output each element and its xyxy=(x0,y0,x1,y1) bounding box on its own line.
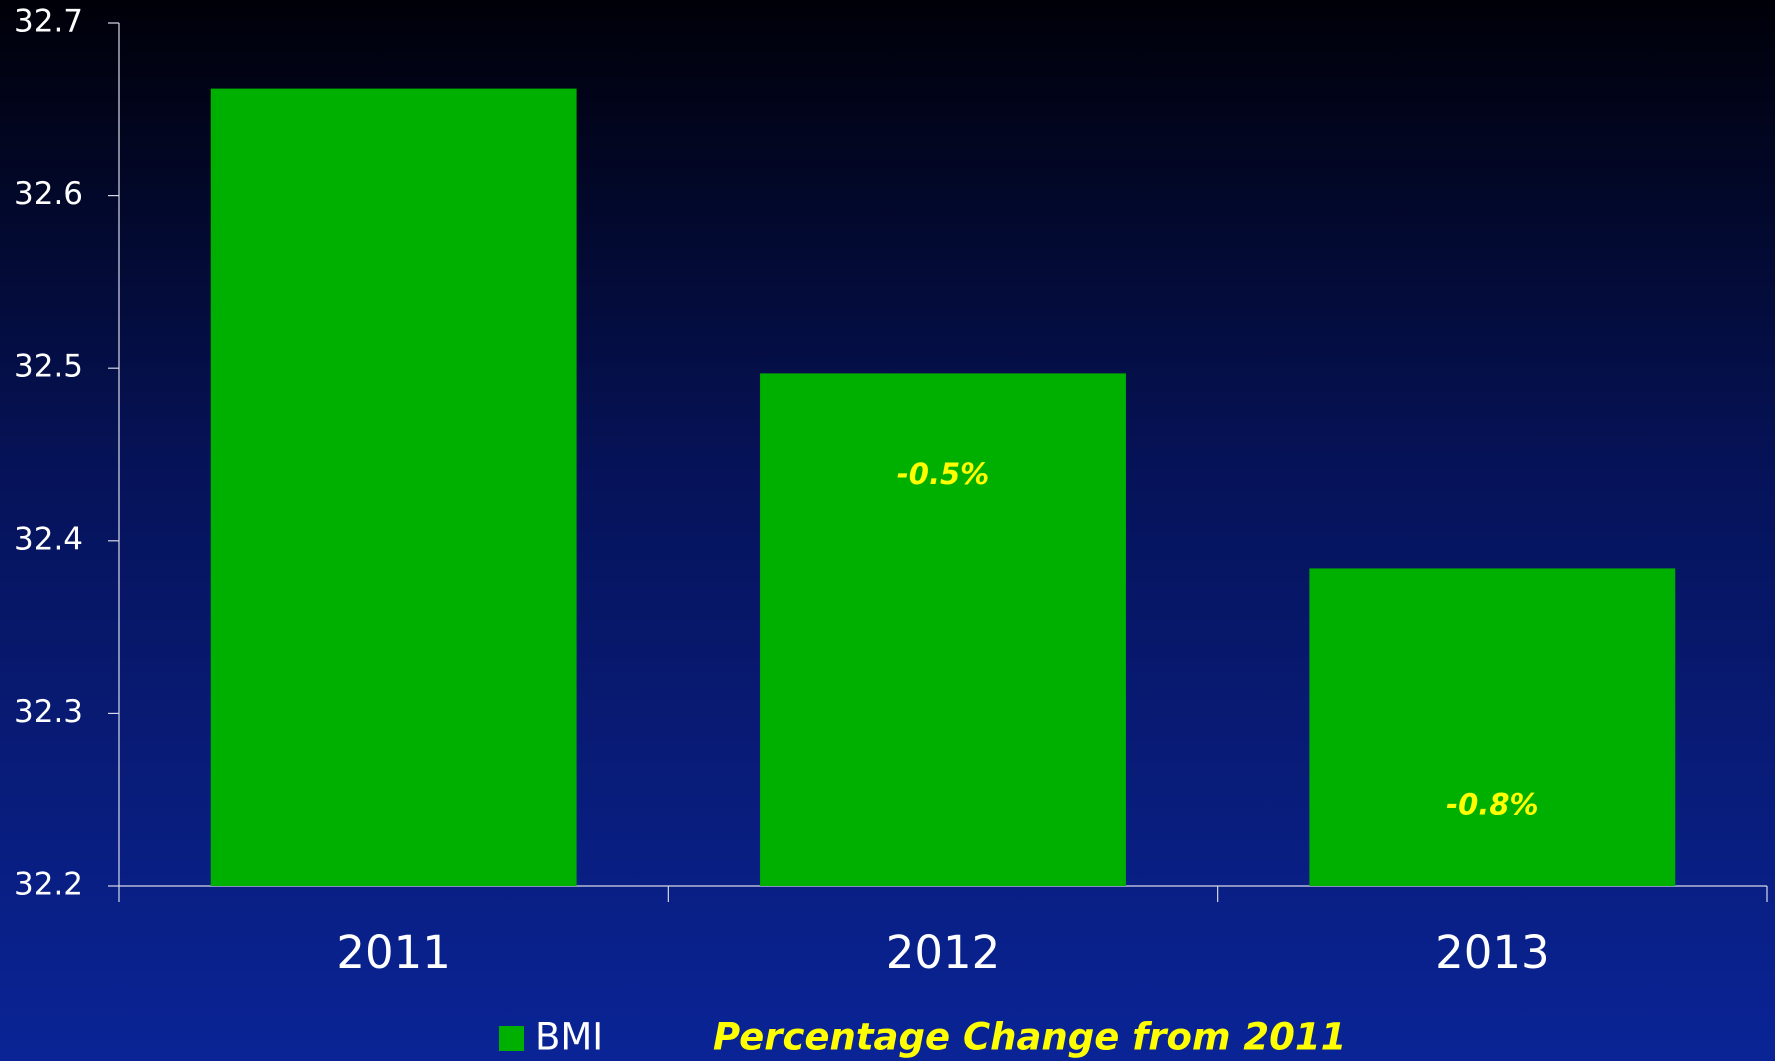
change-label: -0.8% xyxy=(1446,788,1538,822)
legend-swatch xyxy=(499,1026,524,1051)
y-tick-label: 32.2 xyxy=(14,867,83,903)
bar xyxy=(1309,568,1676,886)
y-tick-label: 32.6 xyxy=(14,176,83,212)
x-tick-label: 2013 xyxy=(1435,926,1550,979)
change-label: -0.5% xyxy=(897,457,989,491)
x-tick-label: 2011 xyxy=(336,926,451,979)
legend-label: BMI xyxy=(535,1016,603,1059)
y-tick-label: 32.3 xyxy=(14,694,83,730)
y-tick-label: 32.7 xyxy=(14,4,83,40)
legend-note: Percentage Change from 2011 xyxy=(713,1016,1346,1059)
y-tick-label: 32.4 xyxy=(14,521,83,557)
bar xyxy=(760,373,1126,886)
bar xyxy=(210,88,577,886)
y-tick-label: 32.5 xyxy=(14,349,83,385)
x-tick-label: 2012 xyxy=(886,926,1001,979)
